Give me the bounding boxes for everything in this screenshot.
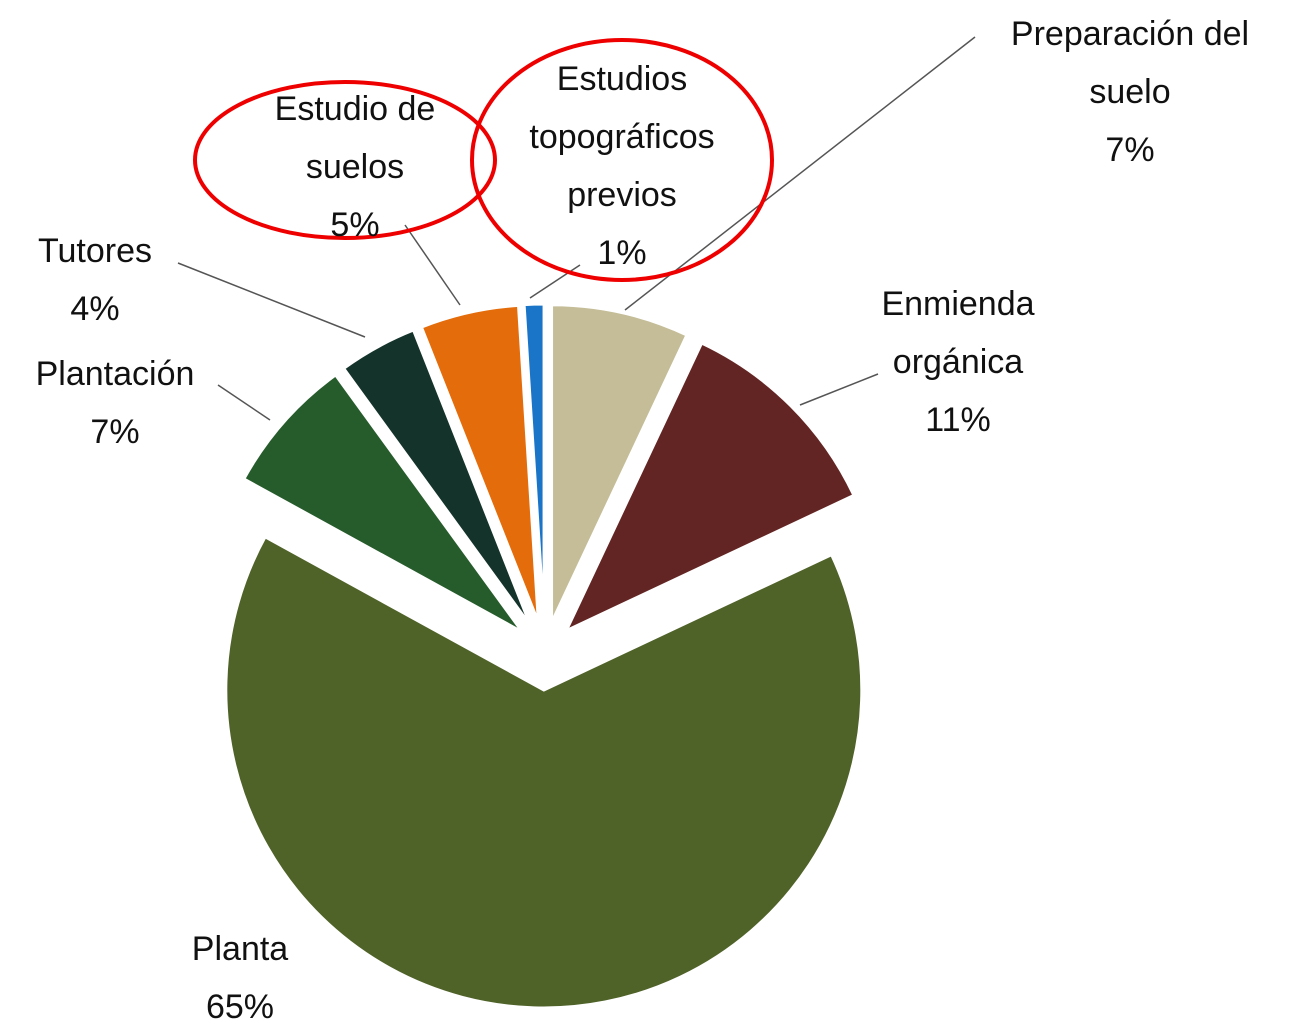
percent-label: 65% — [205, 988, 275, 1026]
percent-label: 1% — [597, 234, 647, 272]
slice-label: Enmienda orgánica 11% — [853, 275, 1063, 449]
percent-label: 7% — [90, 413, 140, 451]
slice-label: Preparación del suelo 7% — [980, 5, 1280, 179]
pie-slice — [241, 372, 524, 634]
leader-line — [217, 384, 271, 421]
pie-slice — [224, 534, 864, 1010]
leader-line — [529, 264, 581, 299]
category-name: Tutores — [37, 232, 152, 270]
slice-label: Tutores 4% — [5, 222, 185, 338]
pie-slice — [563, 341, 856, 634]
category-name: Planta — [191, 930, 289, 968]
category-name: Enmienda orgánica — [881, 285, 1035, 381]
leader-line — [404, 224, 461, 306]
slice-label: Planta 65% — [140, 920, 340, 1028]
pie-slice — [522, 302, 546, 623]
category-name: Estudio de suelos — [274, 90, 436, 186]
slice-label: Plantación 7% — [5, 345, 225, 461]
percent-label: 11% — [925, 401, 991, 439]
category-name: Estudios topográficos previos — [529, 60, 715, 214]
slice-label: Estudio de suelos 5% — [255, 80, 455, 254]
pie-slice — [419, 303, 540, 624]
pie-slice — [550, 303, 689, 624]
slice-label: Estudios topográficos previos 1% — [502, 50, 742, 282]
leader-line — [177, 262, 366, 338]
highlight-ellipse — [470, 38, 774, 282]
leader-line — [624, 36, 976, 311]
category-name: Plantación — [35, 355, 195, 393]
percent-label: 7% — [1105, 131, 1155, 169]
highlight-ellipse — [193, 80, 497, 240]
pie-slice — [341, 328, 532, 627]
percent-label: 4% — [70, 290, 120, 328]
percent-label: 5% — [330, 206, 380, 244]
leader-line — [799, 373, 879, 406]
category-name: Preparación del suelo — [1010, 15, 1250, 111]
